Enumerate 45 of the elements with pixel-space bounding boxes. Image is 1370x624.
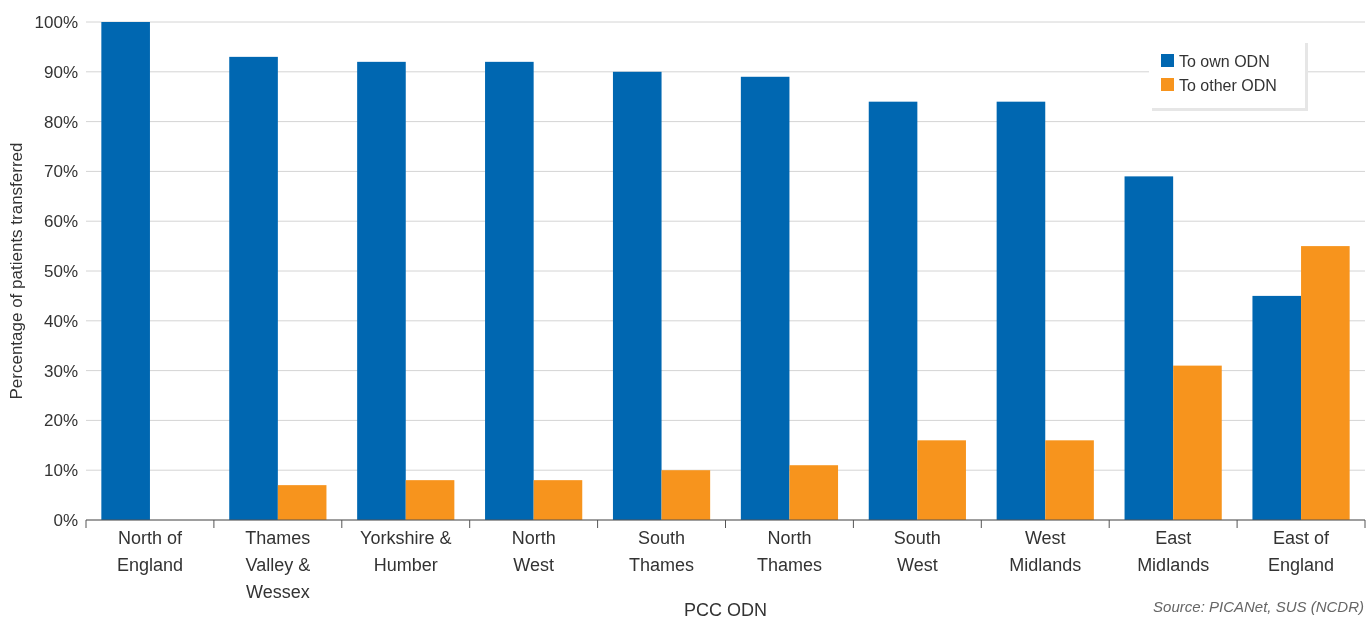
bar — [868, 101, 918, 520]
bar — [917, 440, 966, 520]
bar — [1301, 246, 1350, 520]
x-tick-label: South Thames — [629, 528, 695, 575]
y-tick-label: 80% — [43, 112, 78, 132]
bar — [996, 101, 1046, 520]
legend-label: To own ODN — [1179, 52, 1270, 70]
bar — [405, 480, 455, 520]
bar — [229, 56, 278, 520]
x-tick-label: Yorkshire & Humber — [360, 528, 452, 575]
y-tick-label: 40% — [43, 311, 78, 331]
bar — [101, 22, 150, 520]
x-tick-label: West Midlands — [1009, 528, 1082, 575]
y-tick-label: 60% — [43, 212, 78, 232]
bar — [612, 71, 662, 520]
x-axis-title: PCC ODN — [683, 600, 768, 620]
y-tick-label: 20% — [43, 411, 78, 431]
y-tick-label: 70% — [43, 162, 78, 182]
legend-label: To other ODN — [1179, 76, 1277, 94]
bar — [277, 485, 327, 520]
y-tick-label: 90% — [43, 62, 78, 82]
y-tick-label: 0% — [53, 510, 78, 530]
x-tick-label: North Thames — [756, 528, 822, 575]
x-tick-label: East Midlands — [1137, 528, 1210, 575]
source-note: Source: PICANet, SUS (NCDR) — [1153, 598, 1364, 615]
bar — [357, 61, 406, 520]
bar — [661, 470, 711, 520]
bar — [1173, 365, 1222, 520]
x-tick-label: East of England — [1268, 528, 1335, 575]
bar — [1252, 295, 1302, 520]
bar — [740, 76, 790, 520]
x-tick-label: North of England — [116, 528, 183, 575]
bar — [485, 61, 534, 520]
y-axis-title: Percentage of patients transferred — [7, 142, 26, 400]
bar — [789, 465, 839, 520]
y-tick-label: 30% — [43, 361, 78, 381]
x-tick-label: North West — [511, 528, 556, 575]
y-tick-label: 50% — [43, 261, 78, 281]
y-tick-label: 100% — [34, 12, 78, 32]
bar — [533, 480, 583, 520]
bar — [1124, 176, 1174, 520]
x-tick-label: Thames Valley & Wessex — [245, 528, 311, 602]
y-tick-label: 10% — [43, 461, 78, 481]
x-tick-label: South West — [893, 528, 941, 575]
bar — [1045, 440, 1094, 520]
